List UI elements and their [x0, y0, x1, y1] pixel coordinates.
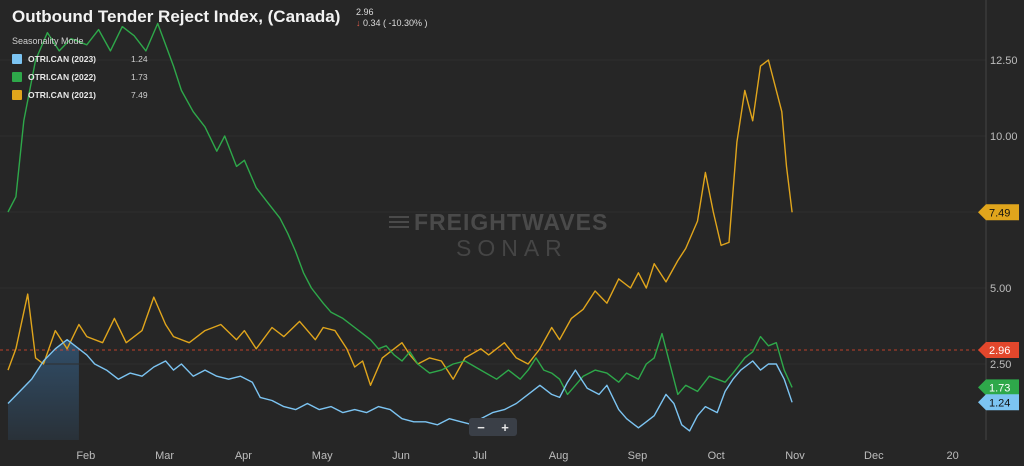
legend: OTRI.CAN (2023) 1.24 OTRI.CAN (2022) 1.7…: [12, 50, 148, 104]
seasonality-mode-label: Seasonality Mode: [12, 36, 84, 46]
x-axis-ticks: Feb Mar Apr May Jun Jul Aug Sep Oct Nov Dec 20: [76, 450, 958, 462]
legend-value: 7.49: [131, 90, 148, 100]
end-label-text: 2.96: [989, 345, 1010, 357]
series-lines: [7, 22, 793, 432]
last-value-block: 2.96 ↓ 0.34 ( -10.30% ): [356, 7, 428, 29]
legend-swatch-2022: [12, 72, 22, 82]
legend-item-2021[interactable]: OTRI.CAN (2021) 7.49: [12, 86, 148, 104]
y-tick-label: 5.00: [990, 283, 1011, 295]
end-value-labels: 2.96 7.49 1.73 1.24: [978, 204, 1019, 411]
end-label-shape: [978, 342, 1019, 359]
x-tick-label: Apr: [235, 450, 252, 462]
end-label-shape: [978, 394, 1019, 411]
legend-name: OTRI.CAN (2022): [28, 72, 97, 82]
end-label-tag: 7.49: [978, 204, 1019, 221]
end-label-text: 7.49: [989, 207, 1010, 219]
x-tick-label: Jul: [473, 450, 487, 462]
end-label-text: 1.24: [989, 397, 1010, 409]
x-tick-label: Mar: [155, 450, 174, 462]
chart-title: Outbound Tender Reject Index, (Canada): [12, 7, 341, 26]
zoom-out-button[interactable]: −: [477, 419, 485, 435]
legend-value: 1.24: [131, 54, 148, 64]
legend-name: OTRI.CAN (2021): [28, 90, 97, 100]
x-tick-label: May: [312, 450, 333, 462]
x-tick-label: Oct: [708, 450, 725, 462]
series-line-2023: [7, 339, 793, 432]
end-label-text: 1.73: [989, 382, 1010, 394]
gridlines: [0, 59, 986, 365]
x-tick-label: Nov: [785, 450, 805, 462]
legend-value: 1.73: [131, 72, 148, 82]
legend-swatch-2021: [12, 90, 22, 100]
zoom-in-button[interactable]: +: [501, 419, 509, 435]
freightwaves-logo-icon: [389, 216, 409, 228]
watermark-brand: FREIGHTWAVES: [414, 209, 609, 235]
legend-item-2023[interactable]: OTRI.CAN (2023) 1.24: [12, 50, 148, 68]
end-label-shape: [978, 379, 1019, 396]
watermark-product: SONAR: [456, 235, 568, 261]
y-tick-label: 10.00: [990, 131, 1018, 143]
last-change: 0.34 ( -10.30% ): [363, 18, 428, 28]
x-tick-label: Aug: [549, 450, 569, 462]
x-tick-label: Jun: [392, 450, 410, 462]
selection-fill: [8, 339, 79, 440]
legend-swatch-2023: [12, 54, 22, 64]
last-value: 2.96: [356, 7, 374, 17]
x-tick-label: Feb: [76, 450, 95, 462]
series-line-2021: [7, 59, 793, 386]
x-tick-label: Dec: [864, 450, 884, 462]
x-tick-label: 20: [946, 450, 958, 462]
end-label-tag: 1.24: [978, 394, 1019, 411]
end-label-tag: 1.73: [978, 379, 1019, 396]
legend-item-2022[interactable]: OTRI.CAN (2022) 1.73: [12, 68, 148, 86]
series-line-2022: [7, 22, 793, 396]
legend-name: OTRI.CAN (2023): [28, 54, 97, 64]
end-label-tag: 2.96: [978, 342, 1019, 359]
x-tick-label: Sep: [628, 450, 648, 462]
end-label-shape: [978, 204, 1019, 221]
zoom-control: − +: [469, 418, 517, 436]
y-tick-label: 12.50: [990, 55, 1018, 67]
arrow-down-icon: ↓: [356, 18, 361, 28]
y-tick-label: 2.50: [990, 359, 1011, 371]
selection-area: [8, 339, 79, 440]
